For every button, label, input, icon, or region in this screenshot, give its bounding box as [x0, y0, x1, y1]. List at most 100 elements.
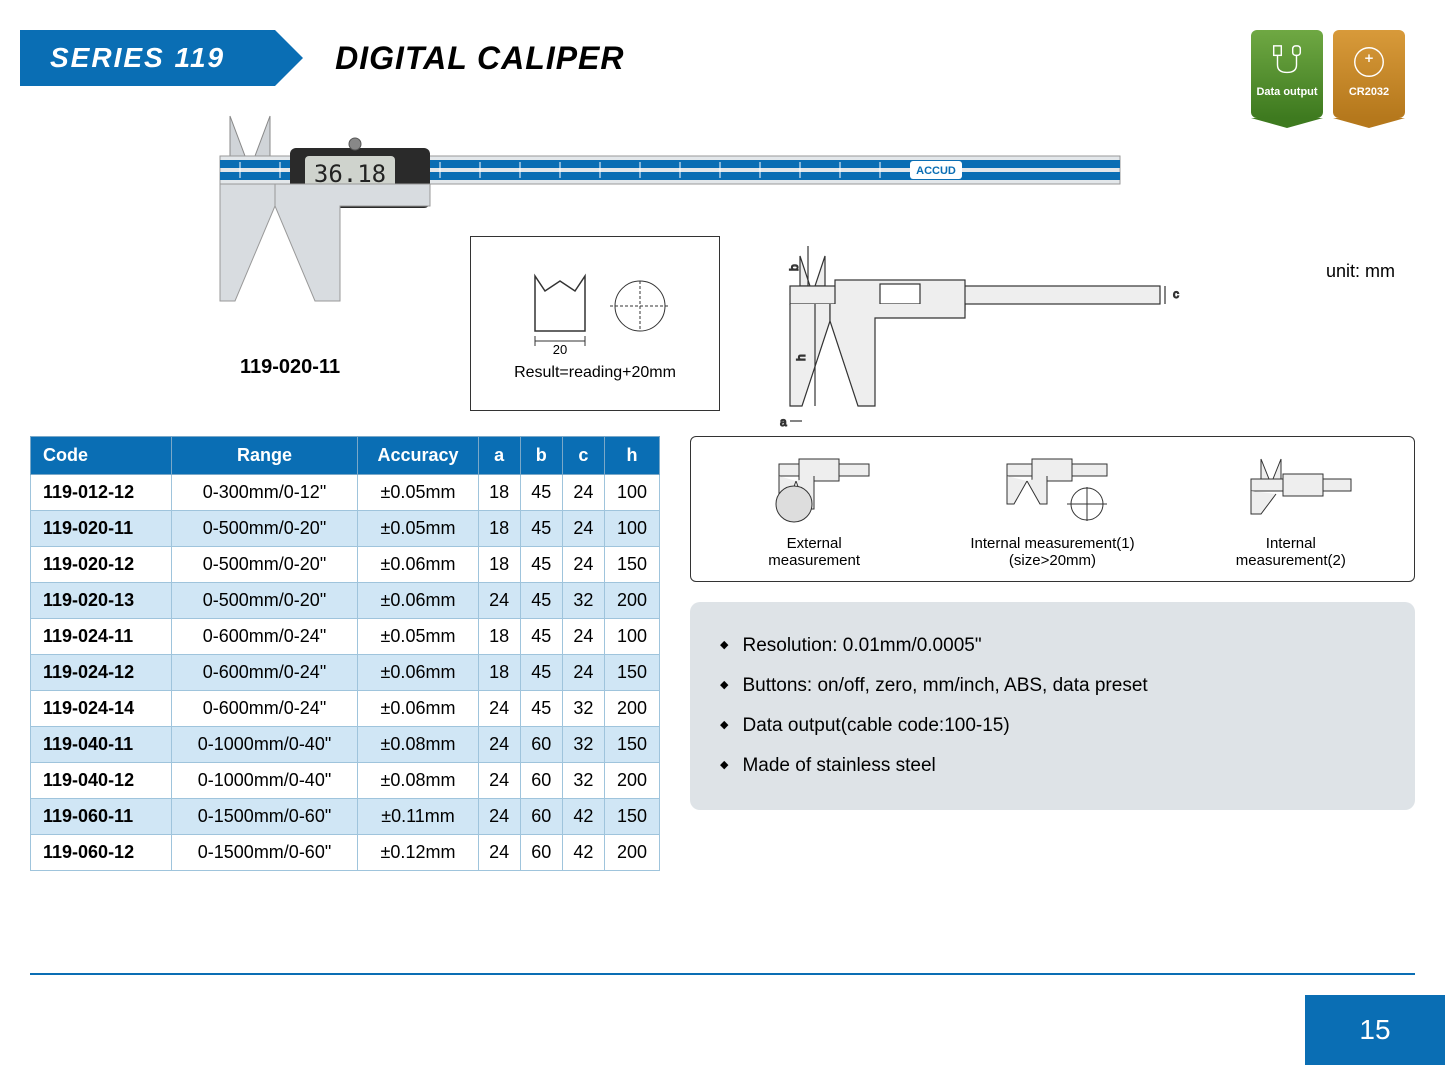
table-cell: 60 [520, 835, 562, 871]
table-header: Accuracy [358, 437, 478, 475]
table-cell: 119-060-12 [31, 835, 172, 871]
spec-table-wrap: CodeRangeAccuracyabch 119-012-120-300mm/… [30, 436, 660, 871]
table-cell: 24 [478, 691, 520, 727]
product-illustration-area: ACCUD 36.18 119-020-11 20 Result=reading… [40, 106, 1405, 426]
svg-text:a: a [780, 415, 787, 429]
table-header: b [520, 437, 562, 475]
table-cell: ±0.08mm [358, 727, 478, 763]
table-cell: 119-024-12 [31, 655, 172, 691]
table-cell: 0-600mm/0-24" [171, 655, 358, 691]
table-row: 119-020-130-500mm/0-20"±0.06mm244532200 [31, 583, 660, 619]
table-cell: 0-500mm/0-20" [171, 583, 358, 619]
table-cell: 200 [605, 691, 660, 727]
table-cell: 200 [605, 835, 660, 871]
table-cell: ±0.06mm [358, 547, 478, 583]
table-row: 119-024-140-600mm/0-24"±0.06mm244532200 [31, 691, 660, 727]
table-cell: 100 [605, 619, 660, 655]
table-row: 119-012-120-300mm/0-12"±0.05mm184524100 [31, 475, 660, 511]
table-cell: 119-020-12 [31, 547, 172, 583]
diagram-caption: Result=reading+20mm [514, 364, 676, 382]
feature-item: Resolution: 0.01mm/0.0005" [720, 626, 1385, 666]
external-measurement: External measurement [699, 449, 929, 569]
table-cell: ±0.11mm [358, 799, 478, 835]
table-cell: 0-500mm/0-20" [171, 511, 358, 547]
table-cell: 150 [605, 547, 660, 583]
table-cell: 24 [478, 799, 520, 835]
unit-label: unit: mm [1326, 261, 1395, 282]
product-model-label: 119-020-11 [240, 356, 340, 379]
table-row: 119-020-120-500mm/0-20"±0.06mm184524150 [31, 547, 660, 583]
table-cell: 24 [478, 727, 520, 763]
table-cell: 24 [562, 619, 604, 655]
table-header: a [478, 437, 520, 475]
table-row: 119-024-110-600mm/0-24"±0.05mm184524100 [31, 619, 660, 655]
table-row: 119-040-110-1000mm/0-40"±0.08mm246032150 [31, 727, 660, 763]
table-cell: 0-1500mm/0-60" [171, 835, 358, 871]
table-row: 119-020-110-500mm/0-20"±0.05mm184524100 [31, 511, 660, 547]
table-cell: 45 [520, 691, 562, 727]
table-cell: 0-1500mm/0-60" [171, 799, 358, 835]
table-cell: 45 [520, 511, 562, 547]
table-cell: 0-600mm/0-24" [171, 691, 358, 727]
table-cell: 119-020-13 [31, 583, 172, 619]
internal-measurement-2: Internal measurement(2) [1176, 449, 1406, 569]
table-cell: 119-012-12 [31, 475, 172, 511]
table-cell: 150 [605, 727, 660, 763]
table-cell: ±0.06mm [358, 583, 478, 619]
dimensional-drawing: b c h a [740, 236, 1180, 436]
feature-list: Resolution: 0.01mm/0.0005"Buttons: on/of… [690, 602, 1415, 810]
bottom-divider [30, 973, 1415, 975]
reading-diagram: 20 Result=reading+20mm [470, 236, 720, 411]
badge-label: CR2032 [1349, 86, 1389, 98]
table-cell: 100 [605, 511, 660, 547]
table-cell: 24 [562, 511, 604, 547]
feature-item: Made of stainless steel [720, 746, 1385, 786]
battery-icon [1349, 42, 1389, 82]
table-cell: 60 [520, 763, 562, 799]
table-cell: 0-300mm/0-12" [171, 475, 358, 511]
table-row: 119-040-120-1000mm/0-40"±0.08mm246032200 [31, 763, 660, 799]
table-cell: 0-1000mm/0-40" [171, 727, 358, 763]
table-cell: 0-500mm/0-20" [171, 547, 358, 583]
page-number: 15 [1305, 995, 1445, 1065]
table-cell: 24 [562, 655, 604, 691]
table-header: Range [171, 437, 358, 475]
page-header: SERIES 119 DIGITAL CALIPER Data output C… [0, 0, 1445, 86]
table-cell: 18 [478, 619, 520, 655]
meas-label: External measurement [768, 535, 860, 569]
table-cell: ±0.06mm [358, 691, 478, 727]
table-cell: 45 [520, 655, 562, 691]
table-row: 119-060-110-1500mm/0-60"±0.11mm246042150 [31, 799, 660, 835]
table-cell: ±0.05mm [358, 475, 478, 511]
series-badge: SERIES 119 [20, 30, 275, 86]
badge-label: Data output [1256, 86, 1317, 98]
table-cell: 32 [562, 727, 604, 763]
table-cell: 200 [605, 583, 660, 619]
table-cell: 42 [562, 799, 604, 835]
feature-item: Data output(cable code:100-15) [720, 706, 1385, 746]
table-cell: 119-024-11 [31, 619, 172, 655]
feature-item: Buttons: on/off, zero, mm/inch, ABS, dat… [720, 666, 1385, 706]
internal-measurement-1: Internal measurement(1) (size>20mm) [937, 449, 1167, 569]
table-cell: 32 [562, 691, 604, 727]
table-cell: 18 [478, 547, 520, 583]
table-cell: 150 [605, 655, 660, 691]
table-cell: 0-600mm/0-24" [171, 619, 358, 655]
usb-cable-icon [1267, 42, 1307, 82]
table-cell: 24 [478, 835, 520, 871]
measurement-modes: External measurement Internal measuremen… [690, 436, 1415, 582]
spec-table: CodeRangeAccuracyabch 119-012-120-300mm/… [30, 436, 660, 871]
table-cell: 18 [478, 655, 520, 691]
svg-text:20: 20 [553, 342, 567, 356]
table-cell: 119-040-12 [31, 763, 172, 799]
table-cell: 119-020-11 [31, 511, 172, 547]
table-cell: ±0.06mm [358, 655, 478, 691]
table-cell: ±0.08mm [358, 763, 478, 799]
table-header: h [605, 437, 660, 475]
table-cell: 24 [478, 763, 520, 799]
table-cell: 32 [562, 763, 604, 799]
table-cell: 45 [520, 619, 562, 655]
svg-text:c: c [1173, 287, 1179, 301]
table-cell: 18 [478, 475, 520, 511]
table-cell: 42 [562, 835, 604, 871]
